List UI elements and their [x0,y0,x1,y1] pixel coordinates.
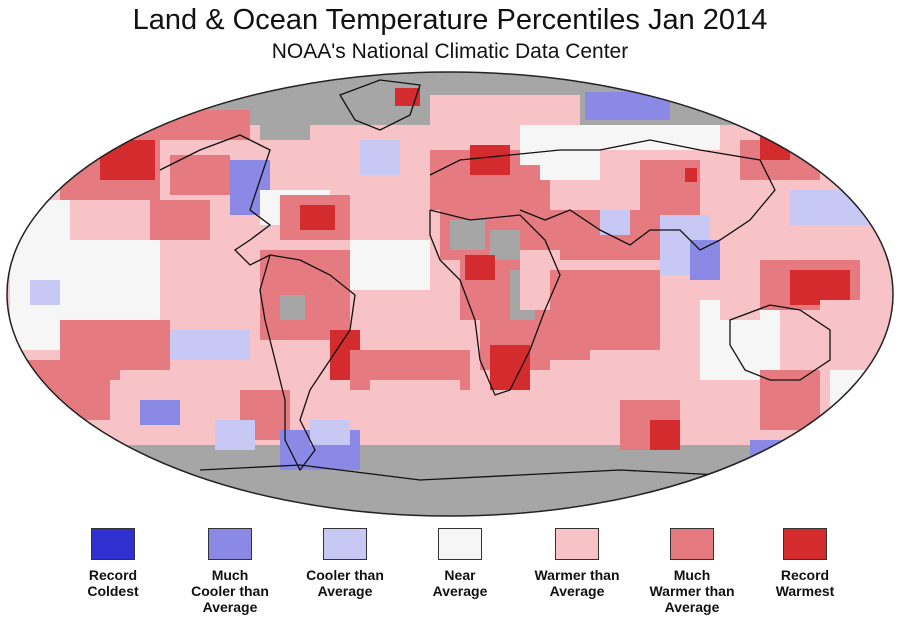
map-cell-cooler [600,210,630,235]
legend-swatch [323,528,367,560]
legend-item-much-cooler: Much Cooler than Average [170,528,290,615]
map-cell-cooler [30,280,60,305]
map-cell-much-cooler [585,92,670,120]
coastline [429,209,561,396]
map-cell-much-cooler [140,400,180,425]
map-cell-near [350,240,430,290]
legend-swatch [91,528,135,560]
map-cell-record-warmest [790,270,850,305]
legend-item-cooler: Cooler than Average [285,528,405,599]
globe-outline [6,71,894,517]
map-cell-cooler [310,420,350,445]
legend-item-warmer: Warmer than Average [517,528,637,599]
map-cell-warmer [290,340,330,430]
map-cell-warmer [540,380,600,420]
coastline [429,139,776,251]
map-cell-record-warmest [470,145,510,175]
map-cell-near [830,370,880,420]
legend-label: Much Warmer than Average [649,567,735,615]
legend-label: Cooler than Average [306,567,384,599]
map-cell-missing [280,295,305,320]
map-cell-record-warmest [395,88,420,106]
map-cell-warmer [370,380,460,420]
legend-swatch [783,528,827,560]
map-cell-record-warmest [685,168,697,182]
legend-label: Warmer than Average [534,567,620,599]
legend-swatch [555,528,599,560]
map-cell-record-warmest [100,140,155,180]
map-cell-record-warmest [650,420,680,450]
legend-swatch [670,528,714,560]
legend-label: Record Coldest [87,567,139,599]
legend-label: Near Average [432,567,488,599]
legend-swatch [438,528,482,560]
map-cell-warmer [360,290,440,350]
map-cell-warmer [160,245,220,295]
map-cell-record-warmest [465,255,495,280]
map-cell-cooler [170,330,250,360]
map-cell-much-warmer [150,200,210,240]
coastline [339,79,421,131]
map-cell-much-cooler [690,240,720,280]
map-cell-much-warmer [170,155,230,195]
legend-label: Record Warmest [775,567,835,599]
map-subtitle: NOAA's National Climatic Data Center [271,40,629,63]
coastline [159,134,272,266]
legend-item-record-warmest: Record Warmest [745,528,865,599]
legend-item-much-warmer: Much Warmer than Average [632,528,752,615]
legend-label: Much Cooler than Average [191,567,269,615]
coastline [729,304,831,381]
map-title: Land & Ocean Temperature Percentiles Jan… [132,4,768,36]
map-cell-warmer [430,95,580,125]
legend-swatch [208,528,252,560]
map-cell-cooler [360,140,400,175]
map-cell-missing [450,220,485,250]
map-cell-much-warmer [550,270,660,360]
map-cell-record-warmest [490,345,530,390]
coastline [259,254,356,472]
map-cell-record-warmest [760,135,790,160]
map-cell-missing [260,110,310,140]
legend-item-near: Near Average [400,528,520,599]
legend-item-record-coldest: Record Coldest [53,528,173,599]
map-cell-near [540,140,600,180]
map-cell-much-cooler [750,440,830,465]
map-cell-record-warmest [300,205,335,230]
map-cell-cooler [215,420,255,450]
map-cell-warmer [720,290,760,320]
